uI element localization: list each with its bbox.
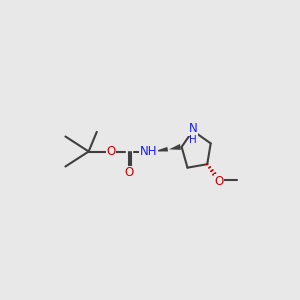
Text: N: N [188, 122, 197, 135]
Text: O: O [106, 145, 116, 158]
Text: O: O [125, 166, 134, 179]
Text: O: O [214, 175, 224, 188]
Text: NH: NH [140, 145, 157, 158]
Text: H: H [189, 135, 197, 145]
Polygon shape [169, 144, 181, 150]
Polygon shape [154, 147, 168, 152]
